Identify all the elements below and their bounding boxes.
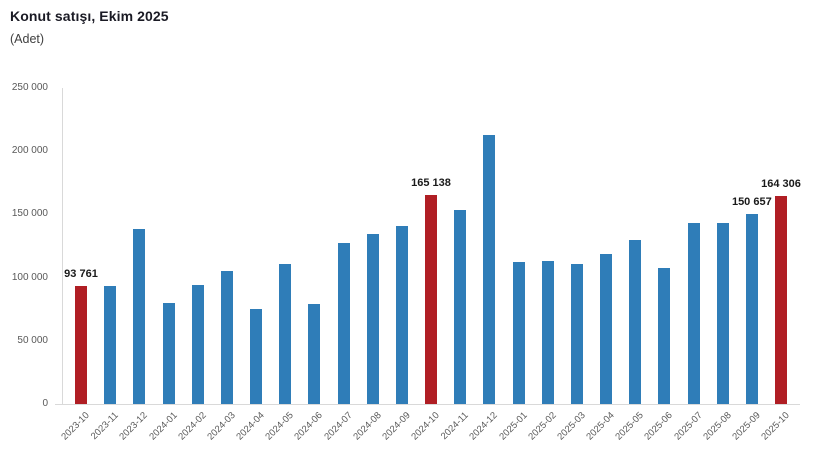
bar-2023-12[interactable] xyxy=(133,228,146,404)
bar-2025-04[interactable] xyxy=(600,254,612,404)
bar-2024-03[interactable] xyxy=(220,270,233,404)
value-label-2023-10: 93 761 xyxy=(64,267,98,280)
chart-title: Konut satışı, Ekim 2025 xyxy=(10,8,169,24)
y-axis-tick-label: 200 000 xyxy=(11,145,48,157)
bar-2025-09[interactable] xyxy=(745,213,758,404)
bar-2025-08[interactable] xyxy=(716,222,729,404)
y-axis-tick-label: 100 000 xyxy=(11,271,48,283)
bar-2025-02[interactable] xyxy=(541,261,554,404)
y-axis-tick-label: 50 000 xyxy=(17,334,48,346)
bar-2024-04[interactable] xyxy=(250,308,262,404)
value-label-2024-10: 165 138 xyxy=(411,177,451,190)
bar-2025-01[interactable] xyxy=(512,262,525,404)
bar-2025-06[interactable] xyxy=(658,267,671,404)
bar-2024-06[interactable] xyxy=(308,303,321,404)
bar-2025-07[interactable] xyxy=(687,223,700,404)
bar-2025-10[interactable] xyxy=(775,196,787,404)
y-axis-tick-label: 0 xyxy=(42,398,48,409)
x-axis-line xyxy=(55,404,800,405)
bar-2024-09[interactable] xyxy=(395,225,408,404)
bar-2023-10[interactable] xyxy=(75,285,87,404)
chart-unit-label: (Adet) xyxy=(10,32,45,46)
value-label-2025-10: 164 306 xyxy=(761,178,801,191)
bar-2024-05[interactable] xyxy=(279,264,292,404)
bar-2025-05[interactable] xyxy=(629,239,642,404)
bar-2023-11[interactable] xyxy=(104,285,117,404)
y-axis-tick-label: 250 000 xyxy=(11,82,48,93)
y-axis-line xyxy=(62,88,63,404)
bar-2024-07[interactable] xyxy=(337,243,350,404)
bar-2024-01[interactable] xyxy=(162,302,175,404)
value-label-2025-09: 150 657 xyxy=(731,195,772,208)
bar-2024-12[interactable] xyxy=(483,135,496,404)
bar-2024-02[interactable] xyxy=(191,285,204,404)
bar-2024-08[interactable] xyxy=(366,234,379,404)
bar-2024-11[interactable] xyxy=(454,210,467,404)
x-axis-tick-label: 2023-10 xyxy=(59,410,92,443)
bar-2024-10[interactable] xyxy=(425,195,437,404)
y-axis-tick-label: 150 000 xyxy=(11,208,48,220)
bar-2025-03[interactable] xyxy=(570,264,583,404)
